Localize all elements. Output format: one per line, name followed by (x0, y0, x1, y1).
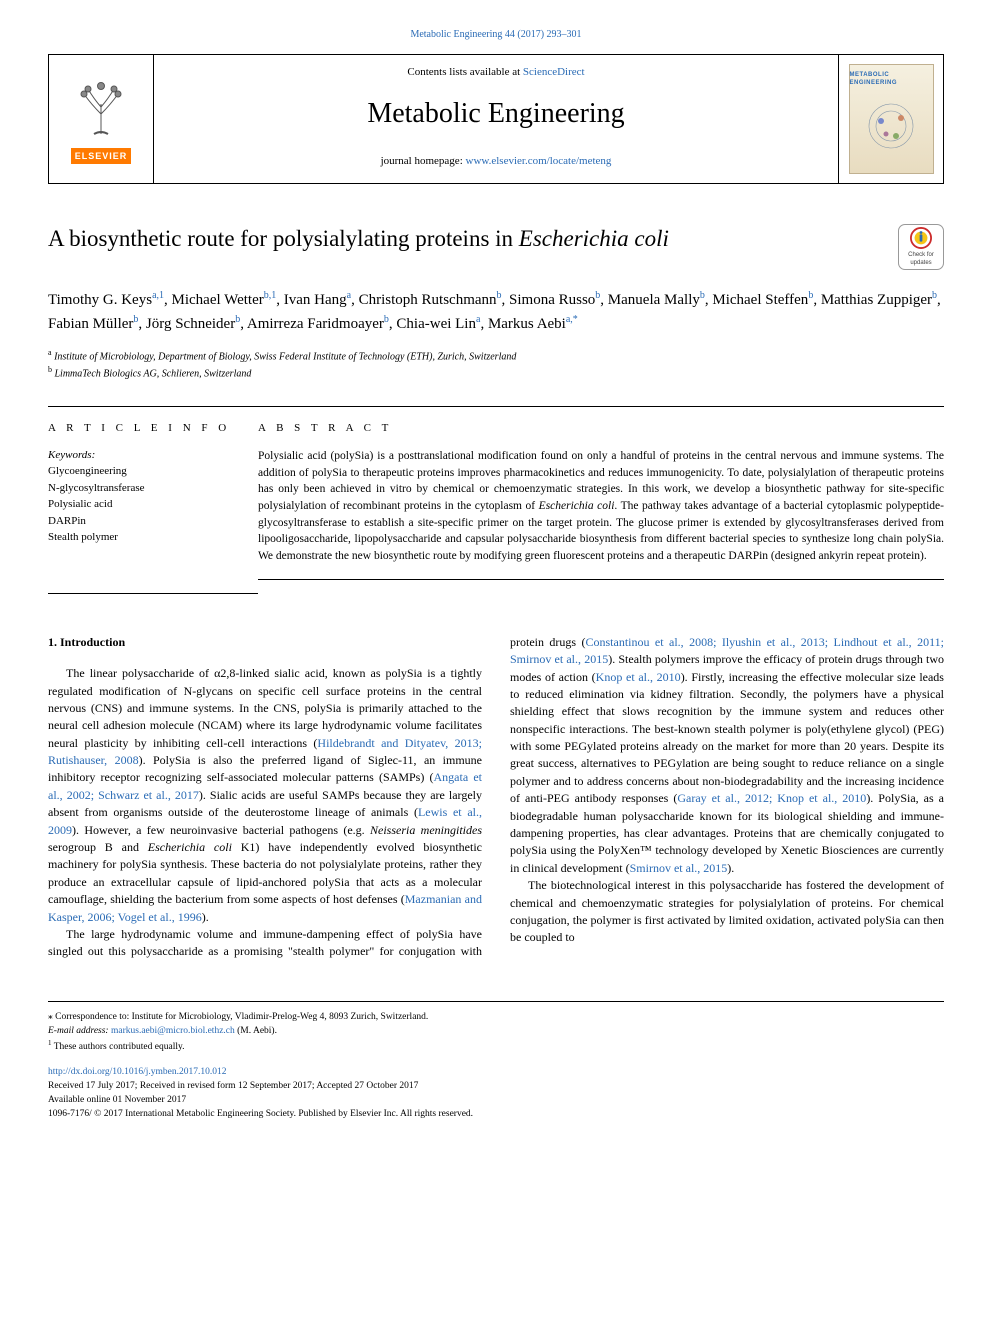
homepage-label: journal homepage: (381, 155, 466, 167)
affiliations: a Institute of Microbiology, Department … (48, 347, 944, 382)
abstract-text: Polysialic acid (polySia) is a posttrans… (258, 448, 944, 580)
contents-line: Contents lists available at ScienceDirec… (166, 65, 826, 80)
homepage-line: journal homepage: www.elsevier.com/locat… (166, 154, 826, 169)
contents-prefix: Contents lists available at (407, 66, 522, 78)
title-text-plain: A biosynthetic route for polysialylating… (48, 226, 519, 251)
article-footer: ⁎ Correspondence to: Institute for Micro… (48, 1001, 944, 1122)
journal-name: Metabolic Engineering (166, 94, 826, 133)
online-line: Available online 01 November 2017 (48, 1093, 944, 1107)
body-p1: The linear polysaccharide of α2,8-linked… (48, 665, 482, 926)
publisher-cell: ELSEVIER (49, 55, 154, 183)
dates-line: Received 17 July 2017; Received in revis… (48, 1079, 944, 1093)
keywords-list: GlycoengineeringN-glycosyltransferasePol… (48, 463, 242, 546)
header-center: Contents lists available at ScienceDirec… (154, 55, 838, 183)
body-p3: The biotechnological interest in this po… (510, 877, 944, 947)
journal-cover-thumbnail: METABOLIC ENGINEERING (849, 64, 934, 174)
copyright-line: 1096-7176/ © 2017 International Metaboli… (48, 1107, 944, 1121)
crossmark-label: Check forupdates (908, 251, 934, 268)
body-text: 1. Introduction The linear polysaccharid… (48, 634, 944, 961)
keywords-label: Keywords: (48, 448, 242, 463)
cover-art-icon (861, 96, 921, 156)
abstract-heading: A B S T R A C T (258, 421, 944, 436)
elsevier-tree-icon (66, 74, 136, 144)
cover-cell: METABOLIC ENGINEERING (838, 55, 943, 183)
sciencedirect-link[interactable]: ScienceDirect (523, 66, 585, 78)
email-line: E-mail address: markus.aebi@micro.biol.e… (48, 1024, 944, 1038)
email-label: E-mail address: (48, 1026, 111, 1036)
doi-link[interactable]: http://dx.doi.org/10.1016/j.ymben.2017.1… (48, 1067, 226, 1077)
article-title: A biosynthetic route for polysialylating… (48, 224, 878, 254)
cover-title-text: METABOLIC ENGINEERING (850, 71, 933, 88)
top-citation-link[interactable]: Metabolic Engineering 44 (2017) 293–301 (410, 29, 581, 40)
title-text-italic: Escherichia coli (519, 226, 669, 251)
crossmark-icon (910, 227, 932, 249)
article-info-column: A R T I C L E I N F O Keywords: Glycoeng… (48, 407, 258, 594)
authors-list: Timothy G. Keysa,1, Michael Wetterb,1, I… (48, 288, 944, 335)
section-heading-1: 1. Introduction (48, 634, 482, 651)
correspondence-line: ⁎ Correspondence to: Institute for Micro… (48, 1010, 944, 1024)
homepage-link[interactable]: www.elsevier.com/locate/meteng (466, 155, 612, 167)
equal-contribution-line: 1 These authors contributed equally. (48, 1038, 944, 1054)
crossmark-badge[interactable]: Check forupdates (898, 224, 944, 270)
elsevier-wordmark: ELSEVIER (71, 148, 132, 165)
top-citation: Metabolic Engineering 44 (2017) 293–301 (48, 28, 944, 42)
abstract-column: A B S T R A C T Polysialic acid (polySia… (258, 407, 944, 594)
journal-header: ELSEVIER Contents lists available at Sci… (48, 54, 944, 184)
corresponding-email-link[interactable]: markus.aebi@micro.biol.ethz.ch (111, 1026, 235, 1036)
article-info-heading: A R T I C L E I N F O (48, 421, 242, 436)
email-suffix: (M. Aebi). (235, 1026, 277, 1036)
